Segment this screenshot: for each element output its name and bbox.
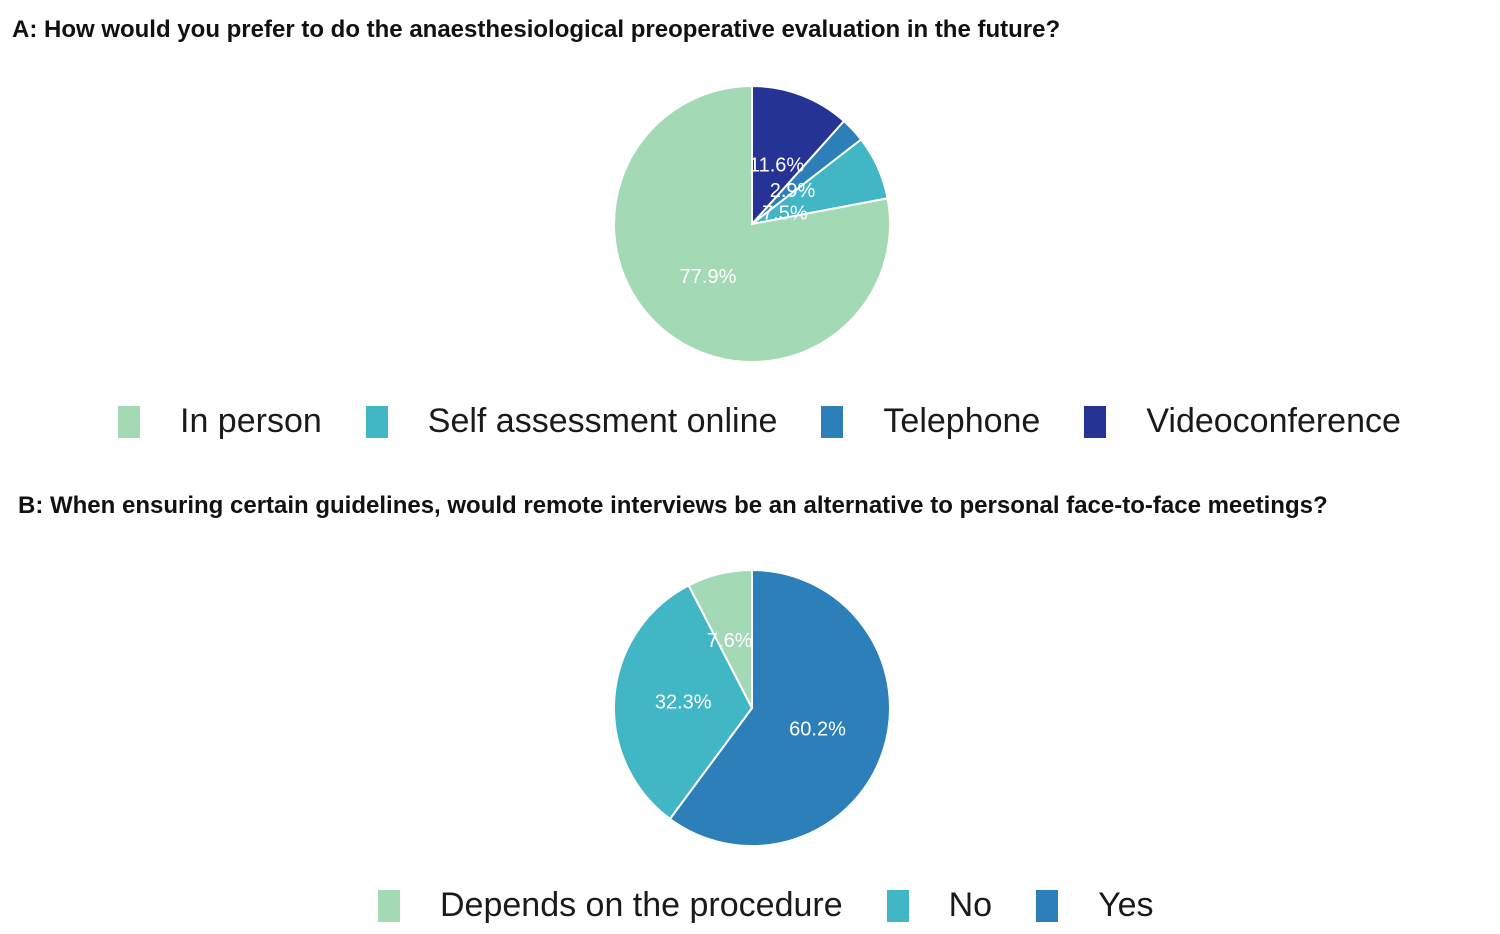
legend-swatch [886,889,909,922]
legend-b: Depends on the procedure No Yes [378,886,1198,925]
legend-swatch [378,889,400,922]
pie-slice-videoconference [751,84,846,227]
legend-item-videoconference: Videoconference [1084,402,1445,441]
chart-b-title: B: When ensuring certain guidelines, wou… [18,492,1328,519]
slice-label: 77.9% [680,266,737,288]
pie-slice-depends-on-the-procedure [687,568,753,709]
legend-label: Telephone [883,402,1041,440]
slice-label: 2.9% [770,180,816,202]
legend-item-yes: Yes [1036,886,1197,925]
legend-label: Yes [1098,886,1154,924]
legend-swatch [118,405,140,438]
legend-label: Videoconference [1146,402,1401,440]
legend-item-telephone: Telephone [821,402,1084,441]
legend-item-in-person: In person [118,402,366,441]
legend-swatch [821,405,844,438]
legend-label: Self assessment online [427,402,778,440]
legend-label: Depends on the procedure [440,886,843,924]
legend-label: In person [180,402,322,440]
pie-chart-a: 11.6% 2.9%7.5% 77.9% [613,84,891,363]
pie-slice-in-person [613,84,891,363]
legend-item-no: No [886,886,1036,925]
legend-item-self-assessment-online: Self assessment online [365,402,822,441]
legend-label: No [948,886,993,924]
legend-swatch [1036,889,1059,922]
chart-a-title: A: How would you prefer to do the anaest… [12,16,1061,43]
legend-swatch [365,405,388,438]
slice-label: 60.2% [789,719,846,741]
legend-item-depends-on-the-procedure: Depends on the procedure [378,886,887,925]
slice-label: 32.3% [655,692,712,714]
pie-slice-no [613,584,754,821]
slice-label: 7.6% [707,630,753,652]
legend-a: In person Self assessment online Telephone… [118,402,1445,441]
pie-chart-b: 60.2% 32.3% 7.6% [613,568,891,847]
slice-label: 7.5% [762,203,808,225]
pie-slice-yes [668,568,891,847]
slice-label: 11.6% [749,155,804,177]
legend-swatch [1084,405,1107,438]
